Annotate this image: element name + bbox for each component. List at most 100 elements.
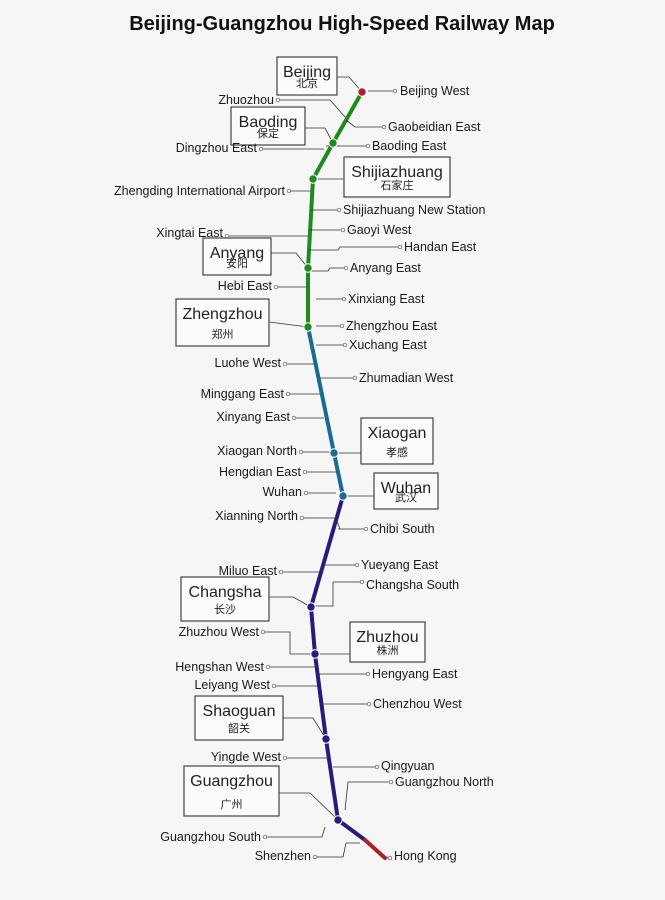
station-marker-xiaogan-north bbox=[298, 449, 304, 455]
city-name-anyang: Anyang bbox=[210, 245, 264, 262]
city-dot-wuhan bbox=[338, 491, 348, 501]
station-label-yingde-west: Yingde West bbox=[211, 750, 282, 764]
station-marker-xingtai-east bbox=[224, 233, 230, 239]
station-label-xiaogan-north: Xiaogan North bbox=[217, 444, 297, 458]
station-marker-beijing-west bbox=[392, 88, 398, 94]
city-name-changsha: Changsha bbox=[189, 584, 262, 601]
leader-zhuzhou-west bbox=[263, 631, 312, 655]
station-label-hengshan-west: Hengshan West bbox=[175, 660, 264, 674]
station-label-yueyang-east: Yueyang East bbox=[361, 558, 439, 572]
station-label-changsha-south: Changsha South bbox=[366, 578, 459, 592]
station-marker-qingyuan bbox=[374, 764, 380, 770]
station-label-gaoyi-west: Gaoyi West bbox=[347, 223, 412, 237]
leader-shenzhen bbox=[315, 842, 360, 858]
station-label-xinxiang-east: Xinxiang East bbox=[348, 292, 425, 306]
city-chinese-name-shijiazhuang: 石家庄 bbox=[381, 178, 414, 192]
city-leader-guangzhou bbox=[279, 792, 339, 821]
station-marker-zhuzhou-west bbox=[260, 629, 266, 635]
station-label-wuhan: Wuhan bbox=[263, 485, 302, 499]
station-marker-miluo-east bbox=[278, 569, 284, 575]
leader-yueyang-east bbox=[321, 564, 357, 571]
city-box-zhuzhou bbox=[349, 621, 426, 663]
city-leader-zhengzhou bbox=[268, 321, 309, 328]
station-label-zhumadian-west: Zhumadian West bbox=[359, 371, 454, 385]
station-label-baoding-east: Baoding East bbox=[372, 139, 447, 153]
city-leader-beijing bbox=[337, 76, 363, 93]
station-marker-changsha-south bbox=[359, 579, 365, 585]
station-labels: Beijing West Zhuozhou Gaobeidian East Baodi… bbox=[114, 84, 494, 863]
station-label-leiyang-west: Leiyang West bbox=[194, 678, 270, 692]
station-marker-zhuozhou bbox=[275, 97, 281, 103]
route-segment bbox=[306, 325, 345, 498]
station-marker-wuhan bbox=[303, 490, 309, 496]
station-label-luohe-west: Luohe West bbox=[215, 356, 282, 370]
station-label-chenzhou-west: Chenzhou West bbox=[373, 697, 462, 711]
station-marker-shenzhen bbox=[312, 854, 318, 860]
station-marker-anyang-east bbox=[343, 265, 349, 271]
station-marker-hengshan-west bbox=[265, 664, 271, 670]
station-label-xuchang-east: Xuchang East bbox=[349, 338, 427, 352]
station-marker-guangzhou-north bbox=[388, 779, 394, 785]
station-label-hengyang-east: Hengyang East bbox=[372, 667, 458, 681]
leader-changsha-south bbox=[315, 581, 362, 607]
station-marker-hengyang-east bbox=[365, 671, 371, 677]
city-box-changsha bbox=[180, 576, 270, 622]
city-dot-anyang bbox=[303, 263, 313, 273]
station-label-zhuzhou-west: Zhuzhou West bbox=[179, 625, 260, 639]
city-chinese-name-xiaogan: 孝感 bbox=[386, 446, 408, 459]
city-chinese-name-anyang: 安阳 bbox=[226, 256, 248, 270]
station-marker-hengdian-east bbox=[302, 469, 308, 475]
city-chinese-name-wuhan: 武汉 bbox=[395, 491, 417, 504]
station-label-qingyuan: Qingyuan bbox=[381, 759, 435, 773]
leader-gaobeidian-east bbox=[345, 119, 384, 128]
station-label-miluo-east: Miluo East bbox=[219, 564, 278, 578]
city-box-anyang bbox=[202, 237, 272, 276]
leader-xianning-north bbox=[302, 517, 341, 530]
city-name-zhengzhou: Zhengzhou bbox=[182, 306, 262, 323]
station-label-hebi-east: Hebi East bbox=[218, 279, 273, 293]
city-chinese-name-shaoguan: 韶关 bbox=[228, 721, 250, 735]
station-label-chibi-south: Chibi South bbox=[370, 522, 435, 536]
station-marker-baoding-east bbox=[365, 143, 371, 149]
city-chinese-name-zhengzhou: 郑州 bbox=[212, 327, 234, 341]
city-dot-baoding bbox=[328, 138, 338, 148]
city-name-shaoguan: Shaoguan bbox=[203, 703, 276, 720]
station-label-beijing-west: Beijing West bbox=[400, 84, 470, 98]
city-leader-changsha bbox=[269, 596, 312, 608]
station-marker-xuchang-east bbox=[342, 342, 348, 348]
city-name-zhuzhou: Zhuzhou bbox=[356, 629, 418, 646]
station-marker-gaobeidian-east bbox=[381, 124, 387, 130]
city-dot-changsha bbox=[306, 602, 316, 612]
city-chinese-name-guangzhou: 广州 bbox=[221, 798, 243, 811]
station-marker-minggang-east bbox=[285, 391, 291, 397]
station-label-zhuozhou: Zhuozhou bbox=[218, 93, 274, 107]
city-name-guangzhou: Guangzhou bbox=[190, 773, 273, 790]
station-label-minggang-east: Minggang East bbox=[201, 387, 285, 401]
city-chinese-name-zhuzhou: 株洲 bbox=[377, 643, 399, 657]
city-box-guangzhou bbox=[183, 765, 280, 817]
city-dot-zhuzhou bbox=[310, 649, 320, 659]
station-marker-xinxiang-east bbox=[341, 296, 347, 302]
city-name-wuhan: Wuhan bbox=[381, 480, 431, 497]
station-marker-zhengzhou-east bbox=[339, 323, 345, 329]
city-chinese-name-changsha: 长沙 bbox=[214, 603, 236, 616]
station-label-dingzhou-east: Dingzhou East bbox=[176, 141, 258, 155]
route-segment bbox=[363, 838, 387, 860]
station-label-anyang-east: Anyang East bbox=[350, 261, 421, 275]
city-dot-shaoguan bbox=[321, 734, 331, 744]
city-box-shaoguan bbox=[194, 695, 284, 741]
city-box-beijing bbox=[276, 56, 338, 96]
station-marker-gaoyi-west bbox=[340, 227, 346, 233]
station-label-guangzhou-north: Guangzhou North bbox=[395, 775, 494, 789]
city-box-xiaogan bbox=[360, 417, 434, 465]
leader-guangzhou-north bbox=[344, 781, 391, 811]
route-segment bbox=[309, 494, 367, 842]
city-box-zhengzhou bbox=[175, 298, 270, 347]
map-title: Beijing-Guangzhou High-Speed Railway Map bbox=[129, 13, 555, 35]
station-marker-hong-kong bbox=[387, 855, 393, 861]
station-label-shenzhen: Shenzhen bbox=[255, 849, 311, 863]
station-marker-shijiazhuang-new-station bbox=[336, 207, 342, 213]
city-chinese-name-beijing: 北京 bbox=[296, 76, 318, 90]
station-label-xingtai-east: Xingtai East bbox=[156, 226, 223, 240]
